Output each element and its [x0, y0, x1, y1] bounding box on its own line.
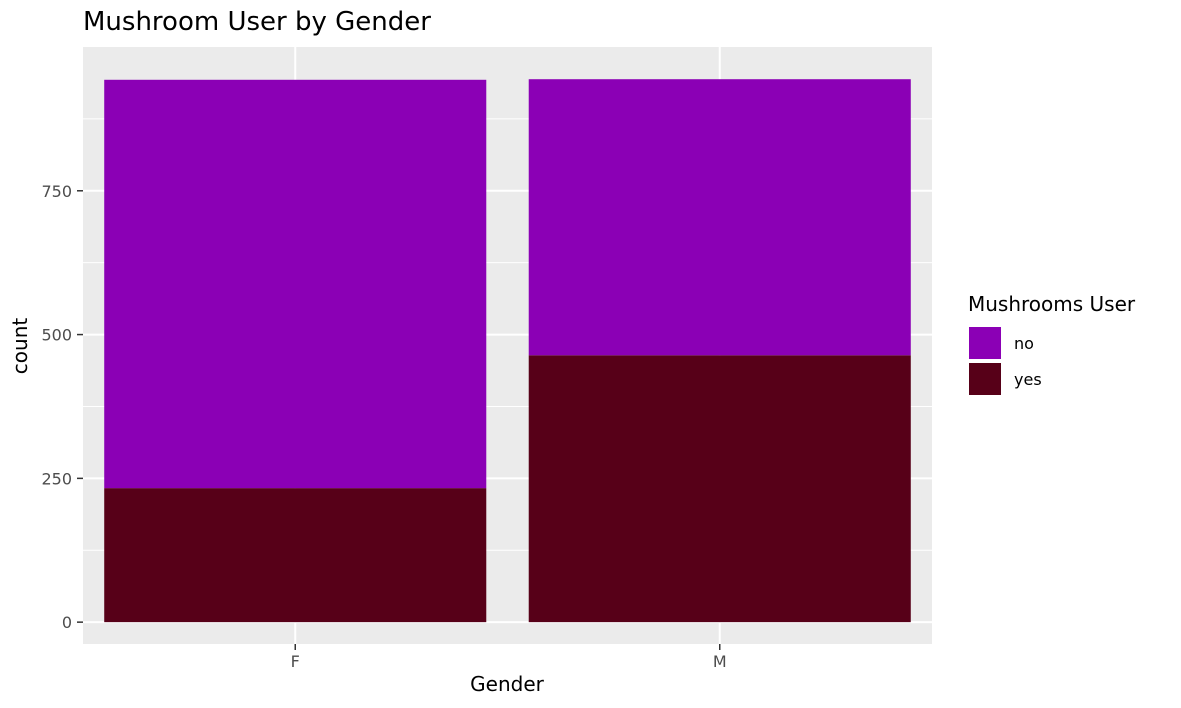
y-axis-title: count [8, 318, 32, 375]
legend-key-no [967, 325, 1003, 361]
legend-items: no yes [967, 325, 1042, 397]
y-tick-label: 750 [41, 182, 72, 201]
bars [104, 79, 911, 623]
chart-title: Mushroom User by Gender [83, 7, 431, 37]
y-axis: 0 250 500 750 [41, 182, 83, 632]
legend-label-yes: yes [1014, 370, 1042, 389]
x-tick-label: M [713, 652, 727, 671]
bar-M-yes [528, 355, 911, 623]
bar-F-yes [104, 488, 487, 623]
legend-label-no: no [1014, 334, 1034, 353]
legend-key-yes [967, 361, 1003, 397]
bar-M-no [528, 79, 911, 356]
x-axis-title: Gender [470, 672, 544, 696]
y-tick-label: 0 [62, 613, 72, 632]
x-tick-label: F [291, 652, 300, 671]
legend-title: Mushrooms User [968, 292, 1136, 316]
y-tick-label: 500 [41, 326, 72, 345]
legend: Mushrooms User no yes [967, 292, 1136, 397]
bar-F-no [104, 79, 487, 489]
y-tick-label: 250 [41, 469, 72, 488]
